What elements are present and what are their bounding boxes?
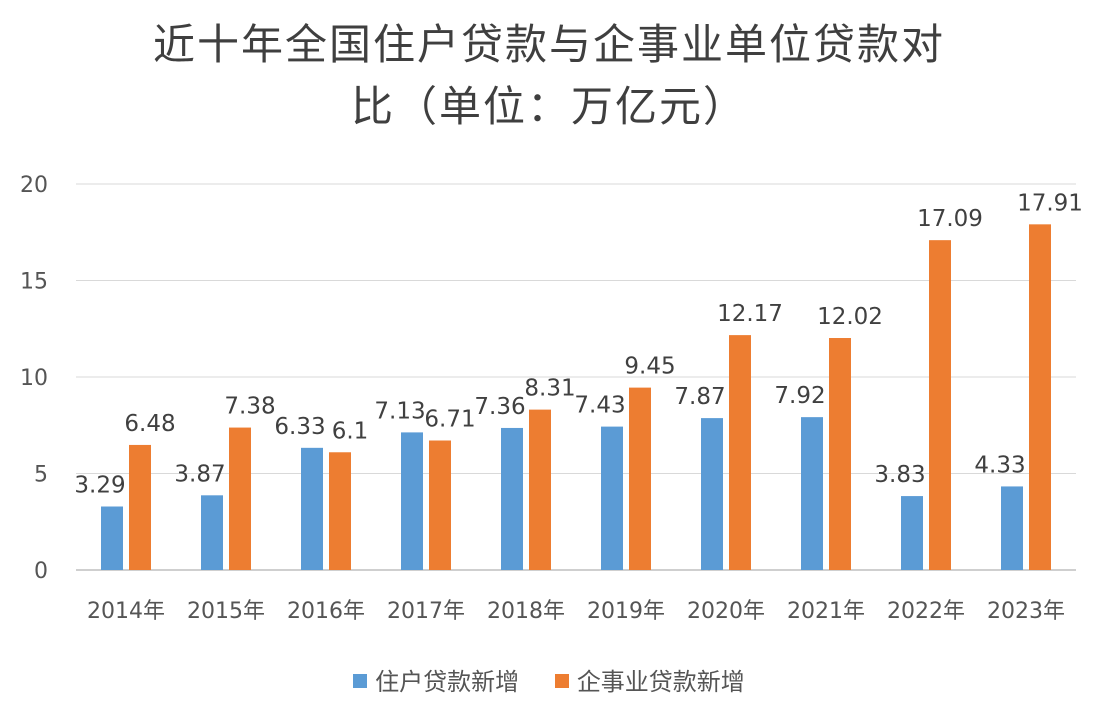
bar-household	[301, 447, 323, 570]
bar-household	[901, 496, 923, 570]
data-label-enterprise: 9.45	[624, 354, 675, 380]
data-label-household: 4.33	[974, 452, 1025, 478]
data-label-enterprise: 6.1	[332, 418, 369, 444]
legend-item-household: 住户贷款新增	[353, 662, 519, 697]
data-label-household: 7.36	[474, 394, 525, 420]
data-label-enterprise: 6.48	[124, 411, 175, 437]
data-label-household: 7.87	[674, 384, 725, 410]
bar-household	[701, 418, 723, 570]
bar-enterprise	[1029, 224, 1051, 570]
data-label-household: 3.83	[874, 462, 925, 488]
data-label-enterprise: 8.31	[524, 376, 575, 402]
bar-enterprise	[829, 338, 851, 570]
x-tick-label: 2023年	[987, 599, 1065, 624]
data-label-household: 3.87	[174, 461, 225, 487]
data-label-household: 7.92	[774, 383, 825, 409]
x-tick-label: 2020年	[687, 599, 765, 624]
legend-label-household: 住户贷款新增	[375, 668, 520, 696]
x-tick-label: 2014年	[87, 599, 165, 624]
x-tick-label: 2015年	[187, 599, 265, 624]
chart-title: 近十年全国住户贷款与企事业单位贷款对 比（单位：万亿元）	[0, 14, 1098, 138]
data-label-household: 7.43	[574, 393, 625, 419]
x-tick-label: 2018年	[487, 599, 565, 624]
x-tick-label: 2022年	[887, 599, 965, 624]
data-label-enterprise: 12.02	[817, 304, 883, 330]
chart-title-line-2: 比（单位：万亿元）	[350, 82, 747, 131]
data-label-household: 7.13	[374, 398, 425, 424]
legend: 住户贷款新增 企事业贷款新增	[0, 662, 1098, 697]
legend-swatch-enterprise	[554, 674, 569, 688]
bar-household	[801, 417, 823, 570]
data-label-enterprise: 12.17	[717, 301, 783, 327]
bar-household	[1001, 486, 1023, 570]
data-label-enterprise: 17.91	[1017, 190, 1083, 216]
legend-label-enterprise: 企事业贷款新增	[576, 668, 745, 696]
y-tick-label: 20	[20, 173, 48, 198]
bar-enterprise	[429, 440, 451, 570]
chart-title-line-1: 近十年全国住户贷款与企事业单位贷款对	[152, 20, 945, 69]
bar-household	[101, 506, 123, 570]
data-label-household: 6.33	[274, 414, 325, 440]
data-label-enterprise: 17.09	[917, 206, 983, 232]
bar-enterprise	[529, 409, 551, 570]
y-tick-label: 0	[34, 559, 48, 584]
legend-item-enterprise: 企事业贷款新增	[554, 662, 745, 697]
y-tick-label: 5	[34, 463, 48, 488]
bar-enterprise	[729, 335, 751, 570]
bar-household	[601, 426, 623, 570]
bar-enterprise	[329, 452, 351, 570]
y-tick-label: 10	[20, 366, 48, 391]
bar-enterprise	[929, 240, 951, 570]
bar-household	[401, 432, 423, 570]
y-tick-label: 15	[20, 270, 48, 295]
x-tick-label: 2017年	[387, 599, 465, 624]
x-tick-label: 2016年	[287, 599, 365, 624]
data-label-enterprise: 7.38	[224, 394, 275, 420]
bar-household	[501, 427, 523, 570]
x-tick-label: 2021年	[787, 599, 865, 624]
data-label-household: 3.29	[74, 473, 125, 499]
x-tick-label: 2019年	[587, 599, 665, 624]
bar-enterprise	[629, 387, 651, 570]
bar-household	[201, 495, 223, 570]
bar-enterprise	[229, 427, 251, 570]
bar-enterprise	[129, 444, 151, 570]
legend-swatch-household	[353, 674, 368, 688]
data-label-enterprise: 6.71	[424, 406, 475, 432]
